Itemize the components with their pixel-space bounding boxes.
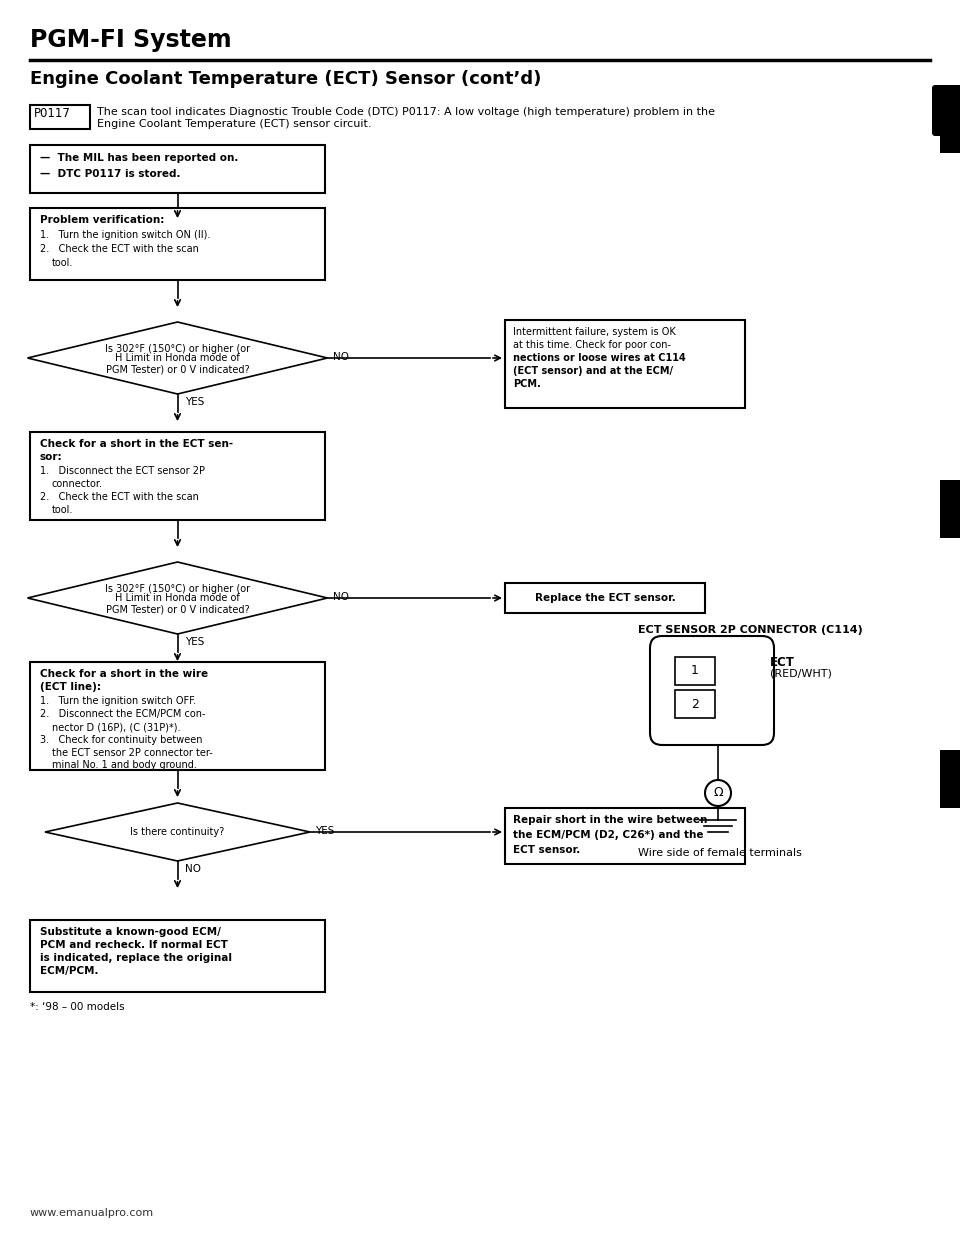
Text: PGM Tester) or 0 V indicated?: PGM Tester) or 0 V indicated?	[106, 604, 250, 614]
Text: PCM.: PCM.	[513, 379, 540, 389]
Text: Is there continuity?: Is there continuity?	[131, 827, 225, 837]
FancyBboxPatch shape	[932, 84, 960, 137]
Text: ECT SENSOR 2P CONNECTOR (C114): ECT SENSOR 2P CONNECTOR (C114)	[638, 625, 863, 635]
Text: tool.: tool.	[52, 505, 73, 515]
Text: PGM-FI System: PGM-FI System	[30, 29, 231, 52]
Text: Ω: Ω	[713, 786, 723, 800]
Text: 2.   Disconnect the ECM/PCM con-: 2. Disconnect the ECM/PCM con-	[40, 709, 205, 719]
FancyBboxPatch shape	[650, 636, 774, 745]
FancyBboxPatch shape	[940, 94, 960, 153]
FancyBboxPatch shape	[30, 207, 325, 279]
Text: sor:: sor:	[40, 452, 62, 462]
Text: at this time. Check for poor con-: at this time. Check for poor con-	[513, 340, 671, 350]
FancyBboxPatch shape	[30, 662, 325, 770]
Text: 1.   Turn the ignition switch ON (II).: 1. Turn the ignition switch ON (II).	[40, 230, 210, 240]
Text: 2.   Check the ECT with the scan: 2. Check the ECT with the scan	[40, 243, 199, 255]
Text: *: ‘98 – 00 models: *: ‘98 – 00 models	[30, 1002, 125, 1012]
Text: tool.: tool.	[52, 258, 73, 268]
Polygon shape	[28, 322, 327, 394]
Text: ECT sensor.: ECT sensor.	[513, 845, 580, 854]
Text: Problem verification:: Problem verification:	[40, 215, 164, 225]
Text: (RED/WHT): (RED/WHT)	[770, 669, 832, 679]
Text: YES: YES	[315, 826, 334, 836]
Text: (ECT sensor) and at the ECM/: (ECT sensor) and at the ECM/	[513, 366, 673, 376]
Text: YES: YES	[185, 637, 204, 647]
Text: YES: YES	[185, 397, 204, 407]
Text: Wire side of female terminals: Wire side of female terminals	[638, 848, 802, 858]
Text: 1.   Turn the ignition switch OFF.: 1. Turn the ignition switch OFF.	[40, 696, 196, 705]
Text: Check for a short in the ECT sen-: Check for a short in the ECT sen-	[40, 438, 233, 450]
Text: Substitute a known-good ECM/: Substitute a known-good ECM/	[40, 927, 221, 936]
FancyBboxPatch shape	[675, 691, 715, 718]
Text: the ECM/PCM (D2, C26*) and the: the ECM/PCM (D2, C26*) and the	[513, 830, 704, 840]
Text: —  The MIL has been reported on.: — The MIL has been reported on.	[40, 153, 238, 163]
FancyBboxPatch shape	[30, 920, 325, 992]
FancyBboxPatch shape	[30, 432, 325, 520]
Text: (ECT line):: (ECT line):	[40, 682, 101, 692]
FancyBboxPatch shape	[505, 320, 745, 409]
Text: PCM and recheck. If normal ECT: PCM and recheck. If normal ECT	[40, 940, 228, 950]
FancyBboxPatch shape	[505, 582, 705, 614]
Polygon shape	[28, 561, 327, 633]
Text: P0117: P0117	[34, 107, 71, 120]
Text: Replace the ECT sensor.: Replace the ECT sensor.	[535, 592, 676, 604]
FancyBboxPatch shape	[940, 750, 960, 809]
Text: The scan tool indicates Diagnostic Trouble Code (DTC) P0117: A low voltage (high: The scan tool indicates Diagnostic Troub…	[97, 107, 715, 117]
Text: Is 302°F (150°C) or higher (or: Is 302°F (150°C) or higher (or	[105, 344, 250, 354]
FancyBboxPatch shape	[30, 145, 325, 193]
Text: 3.   Check for continuity between: 3. Check for continuity between	[40, 735, 203, 745]
Text: —  DTC P0117 is stored.: — DTC P0117 is stored.	[40, 169, 180, 179]
Text: Intermittent failure, system is OK: Intermittent failure, system is OK	[513, 327, 676, 337]
Text: ECM/PCM.: ECM/PCM.	[40, 966, 99, 976]
Text: ECT: ECT	[770, 656, 795, 669]
Text: NO: NO	[332, 351, 348, 361]
Text: PGM Tester) or 0 V indicated?: PGM Tester) or 0 V indicated?	[106, 364, 250, 374]
Text: Engine Coolant Temperature (ECT) sensor circuit.: Engine Coolant Temperature (ECT) sensor …	[97, 119, 372, 129]
Text: nector D (16P), (C (31P)*).: nector D (16P), (C (31P)*).	[52, 722, 180, 732]
FancyBboxPatch shape	[675, 657, 715, 686]
Text: Engine Coolant Temperature (ECT) Sensor (cont’d): Engine Coolant Temperature (ECT) Sensor …	[30, 70, 541, 88]
Text: www.emanualpro.com: www.emanualpro.com	[30, 1208, 155, 1218]
Text: NO: NO	[332, 592, 348, 602]
Text: the ECT sensor 2P connector ter-: the ECT sensor 2P connector ter-	[52, 748, 213, 758]
Text: connector.: connector.	[52, 479, 103, 489]
FancyBboxPatch shape	[940, 479, 960, 538]
Polygon shape	[45, 804, 310, 861]
FancyBboxPatch shape	[30, 106, 90, 129]
Text: 1: 1	[691, 664, 699, 677]
Text: Check for a short in the wire: Check for a short in the wire	[40, 669, 208, 679]
Text: minal No. 1 and body ground.: minal No. 1 and body ground.	[52, 760, 197, 770]
Text: NO: NO	[185, 864, 202, 874]
FancyBboxPatch shape	[505, 809, 745, 864]
Text: nections or loose wires at C114: nections or loose wires at C114	[513, 353, 685, 363]
Text: Repair short in the wire between: Repair short in the wire between	[513, 815, 708, 825]
Text: 2: 2	[691, 698, 699, 710]
Text: is indicated, replace the original: is indicated, replace the original	[40, 953, 232, 963]
Text: 2.   Check the ECT with the scan: 2. Check the ECT with the scan	[40, 492, 199, 502]
Text: 1.   Disconnect the ECT sensor 2P: 1. Disconnect the ECT sensor 2P	[40, 466, 205, 476]
Text: H Limit in Honda mode of: H Limit in Honda mode of	[115, 353, 240, 363]
Text: Is 302°F (150°C) or higher (or: Is 302°F (150°C) or higher (or	[105, 584, 250, 594]
Text: H Limit in Honda mode of: H Limit in Honda mode of	[115, 592, 240, 604]
